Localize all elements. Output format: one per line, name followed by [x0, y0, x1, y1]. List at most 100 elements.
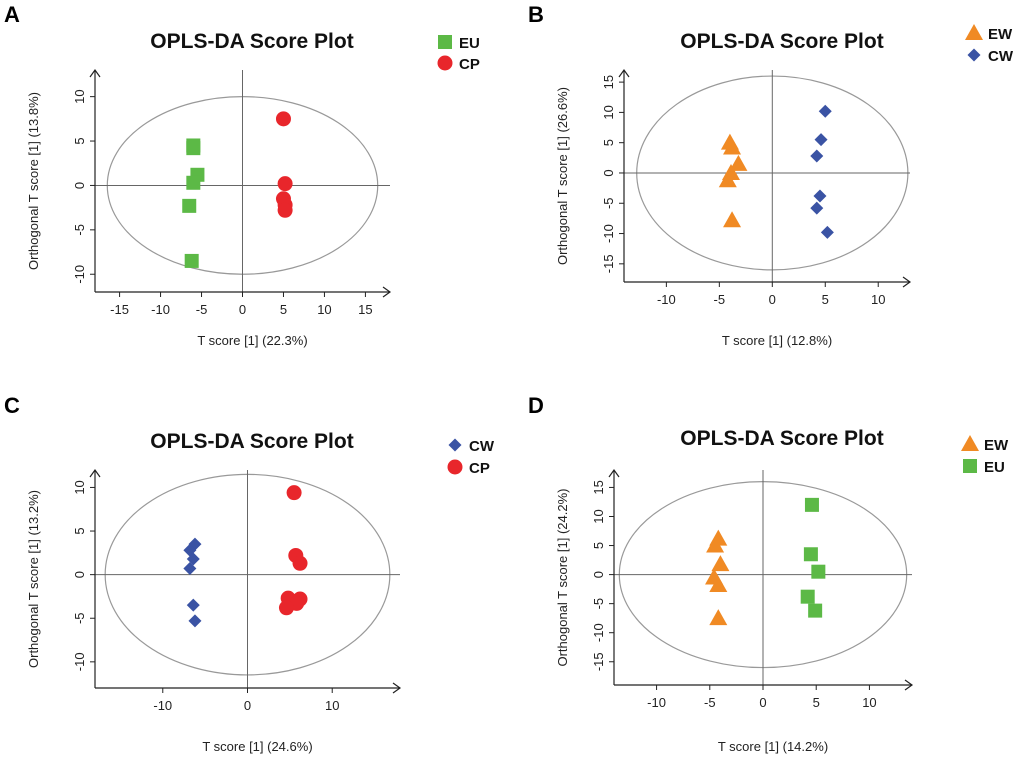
legend-marker-ew: [961, 435, 979, 451]
data-point-cw: [183, 562, 197, 576]
data-point-eu: [186, 141, 201, 156]
panel-letter: C: [4, 393, 20, 418]
data-point-eu: [182, 198, 197, 213]
x-axis-label: T score [1] (24.6%): [202, 739, 312, 754]
y-tick-label: 10: [601, 105, 616, 119]
data-point-cp: [277, 202, 293, 218]
series-eu: [800, 497, 826, 618]
y-axis-label: Orthogonal T score [1] (24.2%): [555, 488, 570, 666]
x-tick-label: 10: [871, 292, 885, 307]
chart-title: OPLS-DA Score Plot: [680, 427, 883, 450]
y-axis-label: Orthogonal T score [1] (26.6%): [555, 87, 570, 265]
data-point-ew: [718, 171, 737, 188]
panel-d: D OPLS-DA Score Plot -10 -5 0 5 10 -15 -10 -5 0 5 10…: [528, 393, 1009, 754]
y-tick-label: 10: [591, 509, 606, 523]
data-point-cw: [188, 614, 202, 628]
y-tick-label: -10: [72, 265, 87, 284]
data-point-cp: [277, 176, 293, 192]
x-tick-label: 10: [317, 302, 331, 317]
chart-title: OPLS-DA Score Plot: [150, 430, 353, 453]
legend-label-cp: CP: [459, 56, 480, 73]
data-point-cw: [818, 104, 832, 118]
x-tick-label: 0: [769, 292, 776, 307]
x-tick-label: -10: [151, 302, 170, 317]
y-axis-arrow-icon: [89, 68, 101, 78]
y-tick-label: 0: [72, 571, 87, 578]
x-tick-label: -5: [196, 302, 208, 317]
y-tick-label: 10: [72, 89, 87, 103]
series-ew: [705, 529, 730, 626]
y-tick-label: 5: [601, 139, 616, 146]
y-tick-label: 15: [601, 75, 616, 89]
y-tick-label: -10: [591, 623, 606, 642]
legend-marker-eu: [438, 35, 452, 49]
legend-marker-cw: [967, 48, 981, 62]
legend-label-eu: EU: [459, 35, 480, 52]
data-point-cp: [286, 485, 302, 501]
panel-a: A OPLS-DA Score Plot -15 -10 -5 0 5 10 15 -10 -5 0 5…: [4, 2, 480, 348]
chart-title: OPLS-DA Score Plot: [680, 30, 883, 53]
x-axis-label: T score [1] (12.8%): [722, 333, 832, 348]
data-point-cp: [275, 111, 291, 127]
y-tick-label: 0: [591, 571, 606, 578]
legend-marker-eu: [963, 459, 977, 473]
x-tick-label: 5: [280, 302, 287, 317]
x-tick-label: -10: [657, 292, 676, 307]
x-tick-label: -10: [153, 698, 172, 713]
data-point-ew: [709, 609, 728, 626]
series-cw: [810, 104, 834, 239]
data-point-cw: [186, 598, 200, 612]
y-tick-label: -5: [72, 612, 87, 624]
y-tick-label: 5: [72, 137, 87, 144]
data-point-ew: [723, 211, 742, 228]
x-tick-label: 0: [759, 695, 766, 710]
data-point-ew: [711, 555, 730, 572]
x-axis-arrow-icon: [904, 679, 914, 691]
data-point-cw: [813, 189, 827, 203]
panel-letter: D: [528, 393, 544, 418]
y-axis-label: Orthogonal T score [1] (13.2%): [26, 490, 41, 668]
legend-label-cw: CW: [988, 48, 1014, 65]
x-tick-label: 5: [822, 292, 829, 307]
data-point-eu: [808, 603, 823, 618]
series-cp: [275, 111, 293, 218]
legend-label-ew: EW: [984, 437, 1009, 454]
data-point-eu: [186, 175, 201, 190]
data-point-cp: [292, 555, 308, 571]
x-axis-label: T score [1] (22.3%): [197, 333, 307, 348]
panel-c: C OPLS-DA Score Plot -10 0 10 -10 -5 0 5 10 T scor…: [4, 393, 495, 754]
y-tick-label: -15: [591, 652, 606, 671]
x-tick-label: -15: [110, 302, 129, 317]
y-tick-label: 0: [601, 169, 616, 176]
x-tick-label: 0: [239, 302, 246, 317]
legend-label-cw: CW: [469, 438, 495, 455]
x-tick-label: -5: [714, 292, 726, 307]
y-tick-label: -10: [72, 652, 87, 671]
y-tick-label: -15: [601, 254, 616, 273]
x-tick-label: -10: [647, 695, 666, 710]
data-point-eu: [803, 547, 818, 562]
data-point-eu: [800, 589, 815, 604]
x-tick-label: 10: [325, 698, 339, 713]
x-tick-label: 5: [813, 695, 820, 710]
legend-marker-cp: [437, 55, 453, 71]
data-point-eu: [811, 564, 826, 579]
data-point-cw: [810, 201, 824, 215]
series-ew: [718, 133, 748, 228]
x-axis-arrow-icon: [902, 276, 912, 288]
legend-marker-cw: [448, 438, 462, 452]
series-cp: [278, 485, 308, 616]
x-axis-arrow-icon: [382, 286, 392, 298]
y-axis-arrow-icon: [89, 468, 101, 478]
data-point-ew: [729, 154, 748, 171]
series-cw: [183, 537, 202, 628]
data-point-cp: [278, 600, 294, 616]
y-tick-label: 5: [72, 527, 87, 534]
legend-marker-ew: [965, 24, 983, 40]
y-tick-label: 5: [591, 542, 606, 549]
x-tick-label: 10: [862, 695, 876, 710]
y-axis-label: Orthogonal T score [1] (13.8%): [26, 92, 41, 270]
y-tick-label: -5: [601, 197, 616, 209]
y-tick-label: -5: [591, 598, 606, 610]
y-tick-label: -10: [601, 224, 616, 243]
